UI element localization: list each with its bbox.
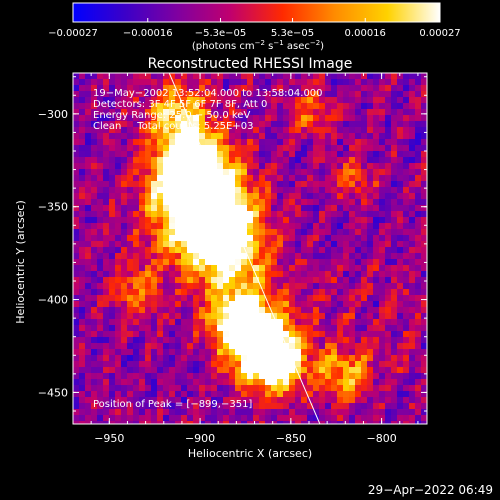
colorbar-unit-label: (photons cm−2 s−1 asec−2) <box>192 39 324 52</box>
y-tick-label: −350 <box>38 201 68 214</box>
colorbar <box>72 2 441 23</box>
peak-position-label: Position of Peak = [−899,−351] <box>93 399 252 410</box>
colorbar-tick-label: −5.3e−05 <box>195 28 247 39</box>
colorbar-tick-label: 0.00027 <box>419 28 460 39</box>
annotation-total-counts: Clean Total counts: 5.25E+03 <box>93 121 253 132</box>
colorbar-tick-label: −0.00027 <box>48 28 98 39</box>
heatmap-image <box>73 73 427 424</box>
x-tick-label: −900 <box>185 432 215 445</box>
colorbar-tick-label: 5.3e−05 <box>271 28 314 39</box>
x-tick-label: −850 <box>276 432 306 445</box>
timestamp: 29−Apr−2022 06:49 <box>368 483 493 497</box>
y-tick-label: −400 <box>38 294 68 307</box>
y-axis-label: Heliocentric Y (arcsec) <box>14 200 27 324</box>
colorbar-tick-label: −0.00016 <box>123 28 173 39</box>
chart-title: Reconstructed RHESSI Image <box>148 56 353 72</box>
x-axis-label: Heliocentric X (arcsec) <box>188 447 312 460</box>
y-tick-label: −450 <box>38 386 68 399</box>
y-tick-label: −300 <box>38 108 68 121</box>
colorbar-ticks: −0.00027 −0.00016 −5.3e−05 5.3e−05 0.00016 0.… <box>48 18 461 39</box>
annotation-energy-range: Energy Range: 25.0 − 50.0 keV <box>93 110 250 121</box>
x-tick-label: −950 <box>94 432 124 445</box>
solar-limb-line <box>168 73 321 424</box>
colorbar-tick-label: 0.00016 <box>345 28 386 39</box>
plot-frame <box>72 72 428 425</box>
annotation-detectors: Detectors: 3F 4F 5F 6F 7F 8F, Att 0 <box>93 99 267 110</box>
axis-ticks: −950 −900 −850 −800 −300 −350 −400 −450 <box>38 73 427 445</box>
annotation-time-range: 19−May−2002 13:52:04.000 to 13:58:04.000 <box>93 88 323 99</box>
x-tick-label: −800 <box>367 432 397 445</box>
annotation-block: 19−May−2002 13:52:04.000 to 13:58:04.000… <box>93 88 323 132</box>
